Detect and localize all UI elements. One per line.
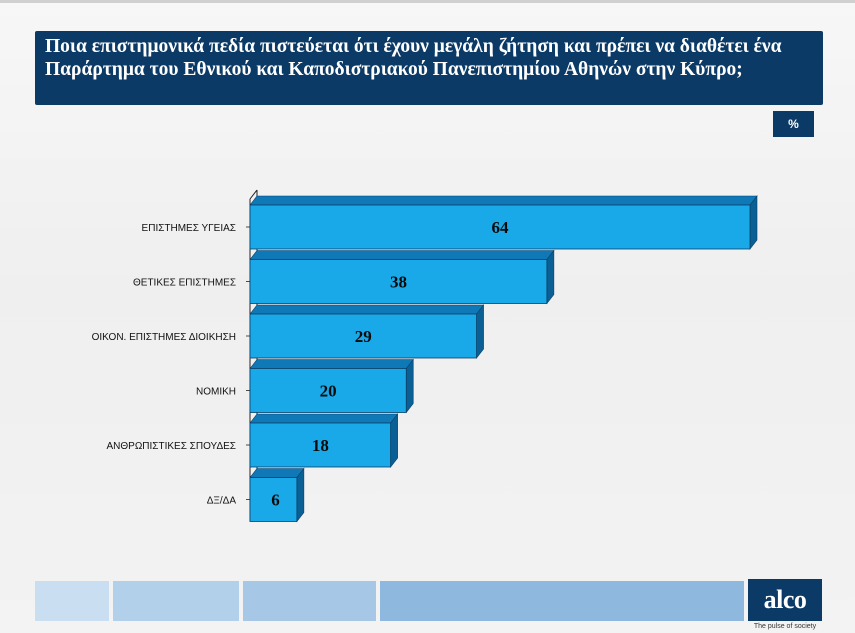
footer-segment-1: [35, 581, 109, 621]
bar-side-face: [405, 358, 414, 414]
bar-top-face: [249, 468, 305, 478]
alco-logo: alco: [748, 579, 822, 621]
footer-segment-4: [380, 581, 744, 621]
bar-side-face: [390, 413, 398, 468]
bar-top-face: [249, 195, 758, 206]
bar-side-face: [296, 467, 305, 523]
data-label: 18: [312, 436, 329, 455]
data-label: 6: [271, 491, 280, 510]
bar-chart: 64 ΕΠΙΣΤΗΜΕΣ ΥΓΕΙΑΣ 38 ΘΕΤΙΚΕΣ ΕΠΙΣΤΗΜΕΣ 29 Ο…: [92, 189, 758, 523]
footer-segment-3: [243, 581, 376, 621]
bar-top-face: [249, 413, 399, 424]
category-label: ΟΙΚΟΝ. ΕΠΙΣΤΗΜΕΣ ΔΙΟΙΚΗΣΗ: [92, 332, 236, 343]
bar-top-face: [249, 359, 414, 369]
bar-side-face: [546, 249, 555, 305]
footer-segment-2: [113, 581, 239, 621]
logo-text: alco: [763, 585, 807, 614]
bar: [249, 313, 477, 359]
category-label: ΑΝΘΡΩΠΙΣΤΙΚΕΣ ΣΠΟΥΔΕΣ: [106, 441, 236, 452]
bar-top-face: [249, 304, 485, 315]
title-banner: Ποια επιστημονικά πεδία πιστεύεται ότι έ…: [35, 31, 823, 105]
category-label: ΘΕΤΙΚΕΣ ΕΠΙΣΤΗΜΕΣ: [133, 278, 236, 289]
unit-badge: %: [773, 111, 814, 137]
axis-top-edge: [249, 189, 258, 200]
category-label: ΝΟΜΙΚΗ: [196, 387, 236, 398]
bar: [249, 368, 407, 413]
bar-top-face: [249, 250, 555, 260]
logo-tagline: The pulse of society: [753, 623, 817, 630]
data-label: 29: [355, 327, 372, 346]
data-label: 20: [320, 382, 337, 401]
data-label: 38: [390, 273, 407, 292]
bar: [249, 204, 751, 250]
category-label: ΔΞ/ΔΑ: [207, 496, 237, 507]
category-label: ΕΠΙΣΤΗΜΕΣ ΥΓΕΙΑΣ: [142, 223, 236, 234]
data-label: 64: [492, 218, 510, 237]
bar: [249, 477, 298, 522]
bar: [249, 422, 392, 468]
chart-title: Ποια επιστημονικά πεδία πιστεύεται ότι έ…: [45, 36, 782, 80]
bar: [249, 259, 548, 304]
bar-side-face: [749, 195, 758, 250]
bar-side-face: [476, 304, 484, 359]
